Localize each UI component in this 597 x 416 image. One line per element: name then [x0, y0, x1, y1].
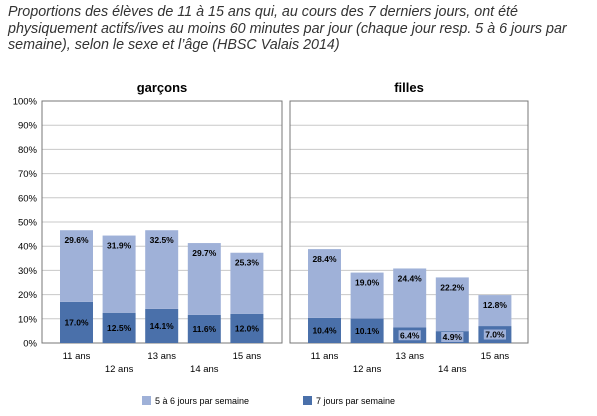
- bar-segment-5-6-jours: [102, 235, 136, 313]
- data-label-7-jours: 4.9%: [443, 332, 463, 342]
- data-label-7-jours: 11.6%: [192, 324, 216, 334]
- bar-segment-5-6-jours: [435, 277, 469, 332]
- data-label-background: [398, 330, 421, 341]
- legend-label: 5 à 6 jours par semaine: [155, 396, 249, 406]
- y-tick-label: 0%: [23, 339, 37, 350]
- data-label-5-6-jours: 22.2%: [440, 282, 465, 292]
- bar-segment-7-jours: [187, 314, 221, 343]
- bar-segment-7-jours: [145, 308, 179, 343]
- data-label-5-6-jours: 12.8%: [483, 300, 508, 310]
- bar-segment-7-jours: [308, 317, 341, 343]
- bar-segment-5-6-jours: [478, 295, 512, 327]
- bar-segment-5-6-jours: [60, 230, 93, 302]
- y-tick-label: 70%: [18, 169, 38, 180]
- data-label-7-jours: 14.1%: [150, 321, 175, 331]
- data-label-7-jours: 7.0%: [485, 330, 505, 340]
- panel-title: filles: [394, 80, 424, 95]
- legend-swatch: [303, 396, 312, 405]
- y-tick-label: 40%: [18, 242, 38, 253]
- data-label-background: [441, 332, 464, 342]
- data-label-7-jours: 10.1%: [355, 326, 380, 336]
- y-tick-label: 20%: [18, 290, 38, 301]
- bar-segment-5-6-jours: [308, 249, 341, 318]
- bar-segment-7-jours: [102, 312, 136, 343]
- bar-segment-5-6-jours: [393, 268, 427, 328]
- bar-segment-7-jours: [350, 318, 384, 343]
- y-tick-label: 80%: [18, 145, 38, 156]
- bar-segment-7-jours: [230, 313, 264, 343]
- bar-segment-5-6-jours: [350, 272, 384, 319]
- x-tick-label: 14 ans: [190, 364, 219, 375]
- legend-swatch: [142, 396, 151, 405]
- y-tick-label: 100%: [13, 97, 38, 108]
- data-label-7-jours: 6.4%: [400, 330, 420, 340]
- data-label-5-6-jours: 32.5%: [150, 235, 175, 245]
- y-tick-label: 10%: [18, 314, 38, 325]
- data-label-7-jours: 12.5%: [107, 323, 132, 333]
- data-label-7-jours: 12.0%: [235, 323, 260, 333]
- data-label-5-6-jours: 29.7%: [192, 248, 217, 258]
- y-tick-label: 60%: [18, 193, 38, 204]
- data-label-5-6-jours: 24.4%: [398, 273, 423, 283]
- x-tick-label: 14 ans: [438, 364, 467, 375]
- x-tick-label: 13 ans: [395, 351, 424, 362]
- chart-title: Proportions des élèves de 11 à 15 ans qu…: [8, 4, 567, 53]
- panel-title: garçons: [137, 80, 188, 95]
- x-tick-label: 15 ans: [233, 351, 262, 362]
- data-label-background: [483, 329, 506, 340]
- bar-segment-7-jours: [60, 301, 93, 343]
- x-tick-label: 13 ans: [147, 351, 176, 362]
- data-label-5-6-jours: 29.6%: [64, 235, 89, 245]
- data-label-5-6-jours: 28.4%: [312, 254, 337, 264]
- data-label-7-jours: 10.4%: [312, 325, 337, 335]
- data-label-5-6-jours: 31.9%: [107, 241, 132, 251]
- y-tick-label: 30%: [18, 266, 38, 277]
- bar-segment-5-6-jours: [145, 230, 179, 309]
- x-tick-label: 12 ans: [353, 364, 382, 375]
- data-label-5-6-jours: 19.0%: [355, 278, 380, 288]
- x-tick-label: 12 ans: [105, 364, 134, 375]
- data-label-7-jours: 17.0%: [64, 317, 89, 327]
- legend-label: 7 jours par semaine: [316, 396, 395, 406]
- bar-segment-5-6-jours: [230, 252, 264, 314]
- y-tick-label: 90%: [18, 121, 38, 132]
- bar-segment-5-6-jours: [187, 243, 221, 315]
- x-tick-label: 11 ans: [311, 351, 339, 362]
- y-tick-label: 50%: [18, 218, 38, 229]
- data-label-5-6-jours: 25.3%: [235, 258, 260, 268]
- x-tick-label: 15 ans: [481, 351, 510, 362]
- x-tick-label: 11 ans: [63, 351, 91, 362]
